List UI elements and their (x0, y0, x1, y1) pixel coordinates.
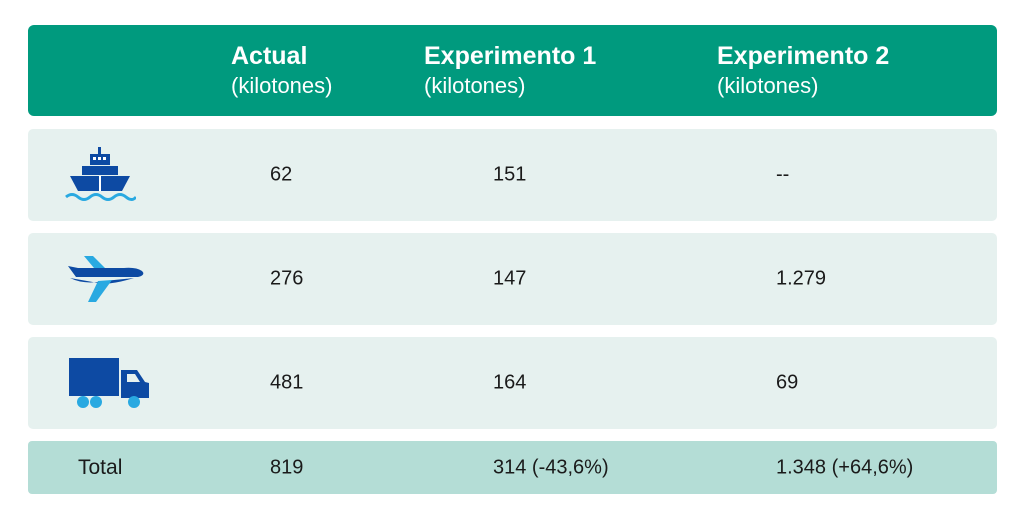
table-header: Actual (kilotones) Experimento 1 (kiloto… (28, 25, 997, 116)
truck-exp1: 164 (493, 371, 527, 394)
ship-actual: 62 (270, 163, 293, 186)
ship-icon (65, 147, 136, 201)
total-exp1: 314 (-43,6%) (493, 456, 609, 478)
header-actual-title: Actual (231, 42, 308, 70)
header-experimento-1-unit: (kilotones) (424, 73, 526, 98)
table-row-ship: 62 151 -- (28, 129, 997, 221)
header-experimento-2-unit: (kilotones) (717, 73, 819, 98)
ship-exp2: -- (776, 163, 790, 186)
table-row-total: Total 819 314 (-43,6%) 1.348 (+64,6%) (28, 441, 997, 494)
header-experimento-2: Experimento 2 (kilotones) (717, 42, 889, 100)
airplane-actual: 276 (270, 267, 304, 290)
truck-exp2: 69 (776, 371, 799, 394)
table-row-truck: 481 164 69 (28, 337, 997, 429)
header-actual-unit: (kilotones) (231, 73, 333, 98)
total-exp2: 1.348 (+64,6%) (776, 456, 914, 478)
header-experimento-2-title: Experimento 2 (717, 42, 890, 70)
total-label: Total (78, 455, 123, 479)
header-experimento-1-title: Experimento 1 (424, 42, 597, 70)
airplane-exp1: 147 (493, 267, 527, 290)
total-actual: 819 (270, 456, 304, 478)
header-experimento-1: Experimento 1 (kilotones) (424, 42, 596, 100)
truck-actual: 481 (270, 371, 304, 394)
airplane-exp2: 1.279 (776, 267, 827, 290)
ship-exp1: 151 (493, 163, 527, 186)
truck-icon (69, 358, 149, 408)
table-row-airplane: 276 147 1.279 (28, 233, 997, 325)
header-actual: Actual (kilotones) (231, 42, 332, 100)
airplane-icon (68, 256, 144, 302)
